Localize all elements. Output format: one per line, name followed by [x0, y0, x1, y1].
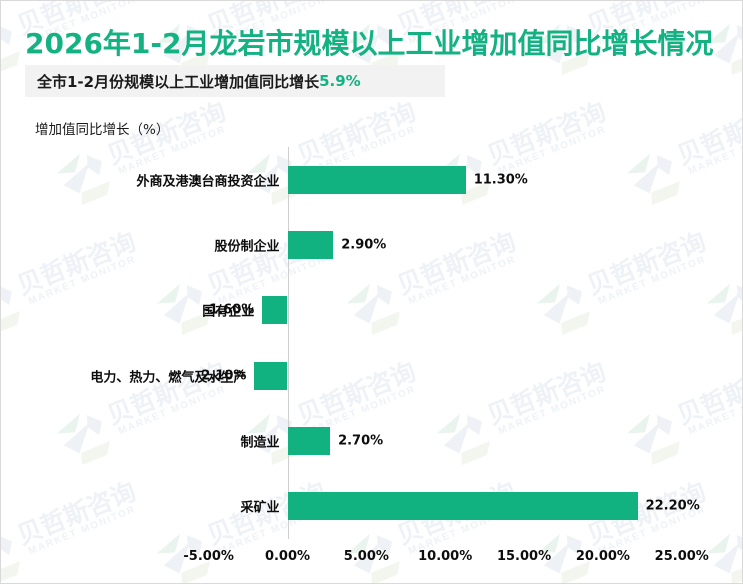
bar-row: 股份制企业 2.90% — [1, 212, 742, 277]
x-axis-tick-label: 0.00% — [264, 549, 311, 564]
bar-value-label: -2.10% — [195, 368, 247, 384]
x-axis-tick-label: 15.00% — [496, 549, 552, 564]
bar-row: 采矿业 22.20% — [1, 474, 742, 539]
subtitle-highlight-value: 5.9% — [319, 72, 361, 90]
x-axis: -5.00% 0.00% 5.00% 10.00% 15.00% 20.00% 25.00% — [1, 539, 742, 579]
bar — [254, 361, 288, 390]
x-axis-tick-label: -5.00% — [183, 549, 234, 564]
bar-value-label: 2.90% — [341, 237, 387, 253]
x-axis-tick-label: 5.00% — [343, 549, 389, 564]
subtitle-text: 全市1-2月份规模以上工业增加值同比增长 — [37, 72, 320, 91]
bar-row: 制造业 2.70% — [1, 408, 742, 473]
plot-area: 外商及港澳台商投资企业 11.30% 股份制企业 2.90% 国有企业 -1.60% 电力、… — [1, 147, 742, 539]
bar-value-label: 22.20% — [645, 498, 700, 514]
zero-axis-line — [287, 147, 289, 539]
x-axis-tick-label: 10.00% — [418, 549, 473, 564]
bar — [287, 165, 466, 194]
bar-value-label: 2.70% — [338, 433, 384, 449]
bar-row: 外商及港澳台商投资企业 11.30% — [1, 147, 742, 212]
subtitle-banner: 全市1-2月份规模以上工业增加值同比增长 5.9% — [25, 65, 445, 97]
bar-row: 国有企业 -1.60% — [1, 278, 742, 343]
bar — [262, 296, 288, 325]
x-axis-tick-label: 25.00% — [654, 549, 709, 564]
category-label: 股份制企业 — [214, 239, 280, 255]
category-label: 制造业 — [240, 435, 280, 451]
bar — [287, 230, 334, 259]
category-label: 采矿业 — [240, 500, 280, 516]
bar-value-label: 11.30% — [473, 172, 528, 188]
x-axis-tick-label: 20.00% — [575, 549, 630, 564]
bar-rows: 外商及港澳台商投资企业 11.30% 股份制企业 2.90% 国有企业 -1.60% 电力、… — [1, 147, 742, 539]
bar-value-label: -1.60% — [203, 302, 255, 318]
bar — [287, 426, 331, 455]
bar — [287, 492, 638, 521]
category-label: 国有企业 — [202, 304, 255, 320]
category-label: 外商及港澳台商投资企业 — [136, 174, 280, 190]
category-label: 电力、热力、燃气及水生产 — [90, 370, 247, 386]
page-title: 2026年1-2月龙岩市规模以上工业增加值同比增长情况 — [25, 27, 714, 60]
bar-row: 电力、热力、燃气及水生产 -2.10% — [1, 343, 742, 408]
axis-caption: 增加值同比增长（%） — [35, 122, 170, 138]
